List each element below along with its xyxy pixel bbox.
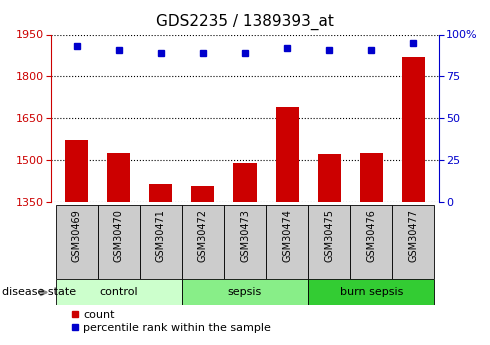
Text: sepsis: sepsis <box>228 287 262 297</box>
Bar <box>308 279 434 305</box>
Text: GSM30474: GSM30474 <box>282 209 292 262</box>
Bar <box>98 205 140 279</box>
Bar <box>182 205 224 279</box>
Bar <box>56 279 182 305</box>
Text: GDS2235 / 1389393_at: GDS2235 / 1389393_at <box>156 14 334 30</box>
Text: GSM30477: GSM30477 <box>408 209 418 262</box>
Legend: count, percentile rank within the sample: count, percentile rank within the sample <box>67 305 276 338</box>
Bar <box>266 205 308 279</box>
Text: burn sepsis: burn sepsis <box>340 287 403 297</box>
Text: GSM30476: GSM30476 <box>366 209 376 262</box>
Text: GSM30469: GSM30469 <box>72 209 82 262</box>
Bar <box>233 163 257 345</box>
Bar <box>65 140 88 345</box>
Bar <box>224 205 266 279</box>
Bar <box>182 279 308 305</box>
Text: GSM30470: GSM30470 <box>114 209 124 262</box>
Text: disease state: disease state <box>2 287 76 297</box>
Bar <box>275 107 298 345</box>
Bar <box>350 205 392 279</box>
Bar <box>360 153 383 345</box>
Text: GSM30473: GSM30473 <box>240 209 250 262</box>
Bar <box>308 205 350 279</box>
Text: GSM30471: GSM30471 <box>156 209 166 262</box>
Text: control: control <box>99 287 138 297</box>
Bar <box>107 153 130 345</box>
Bar <box>392 205 434 279</box>
Bar <box>402 57 425 345</box>
Bar <box>192 187 215 345</box>
Bar <box>56 205 98 279</box>
Bar <box>149 184 172 345</box>
Bar <box>318 155 341 345</box>
Text: GSM30475: GSM30475 <box>324 209 334 262</box>
Text: GSM30472: GSM30472 <box>198 209 208 262</box>
Bar <box>140 205 182 279</box>
